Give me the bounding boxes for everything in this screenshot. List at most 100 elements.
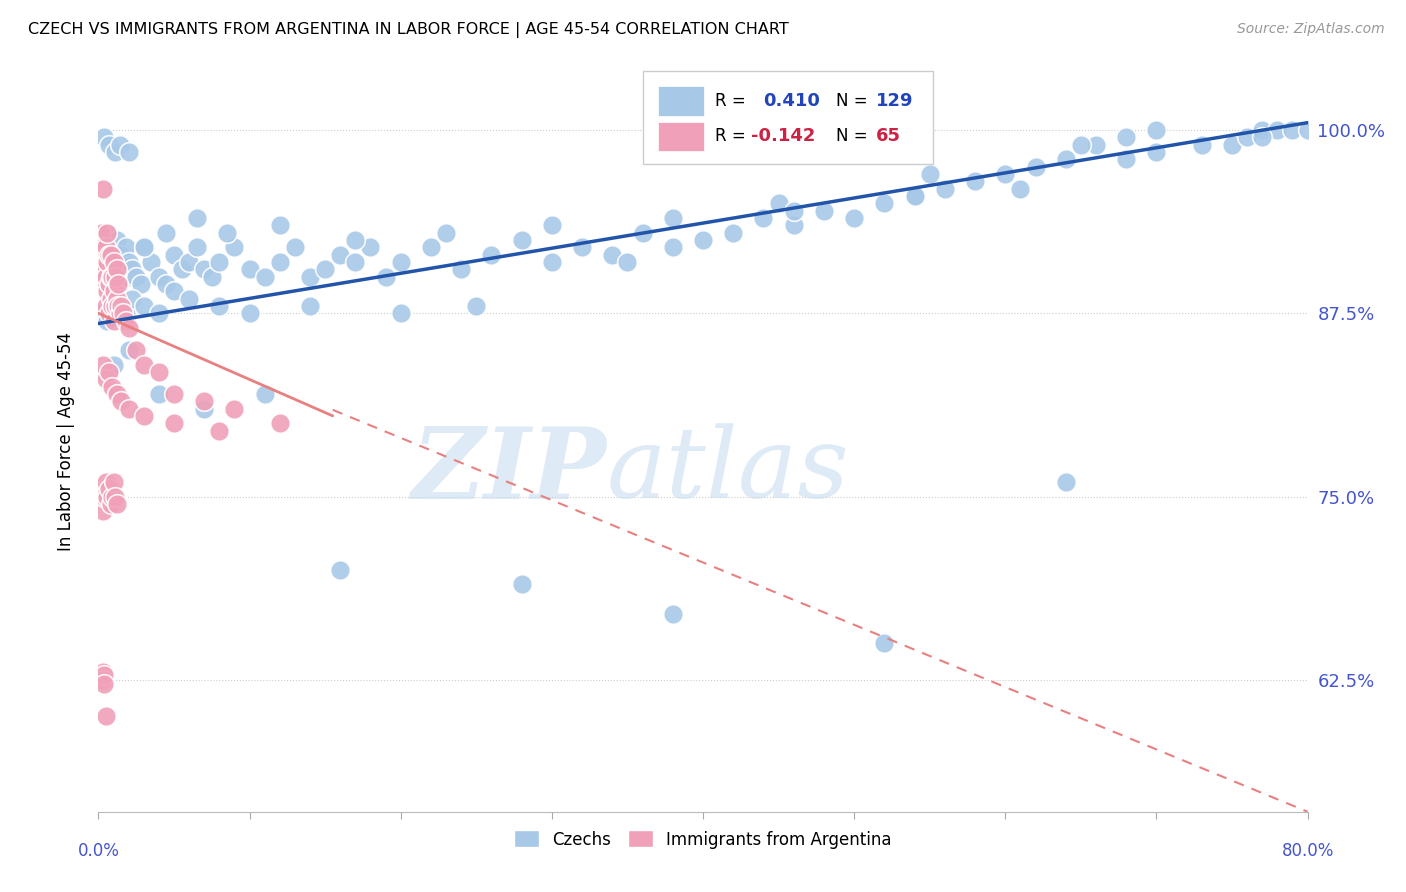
Point bbox=[813, 203, 835, 218]
Point bbox=[91, 240, 114, 254]
Point bbox=[284, 240, 307, 254]
Bar bbox=[658, 87, 704, 116]
Point bbox=[1191, 137, 1213, 152]
Point bbox=[163, 285, 186, 299]
Point bbox=[105, 292, 128, 306]
Point bbox=[844, 211, 866, 225]
Point bbox=[98, 306, 121, 320]
Point bbox=[904, 189, 927, 203]
Point bbox=[93, 668, 115, 682]
Text: N =: N = bbox=[837, 127, 868, 145]
Point bbox=[186, 240, 208, 254]
Point bbox=[114, 313, 136, 327]
Point bbox=[141, 255, 163, 269]
Point bbox=[1220, 137, 1243, 152]
Point bbox=[103, 285, 125, 299]
Point bbox=[163, 387, 186, 401]
Point bbox=[239, 306, 262, 320]
Point bbox=[98, 137, 121, 152]
Point bbox=[103, 306, 125, 320]
Point bbox=[121, 292, 143, 306]
Point bbox=[420, 240, 443, 254]
Point bbox=[93, 490, 115, 504]
Point bbox=[91, 306, 114, 320]
Point bbox=[101, 379, 124, 393]
Point bbox=[103, 313, 125, 327]
Point bbox=[104, 269, 127, 284]
Point bbox=[96, 255, 118, 269]
Point bbox=[155, 226, 177, 240]
Point bbox=[510, 233, 533, 247]
Point bbox=[107, 255, 129, 269]
Point bbox=[148, 365, 170, 379]
Point bbox=[105, 497, 128, 511]
Point bbox=[111, 262, 134, 277]
Text: 0.0%: 0.0% bbox=[77, 842, 120, 860]
Point bbox=[571, 240, 593, 254]
Point bbox=[94, 240, 117, 254]
Point bbox=[101, 269, 124, 284]
Point bbox=[104, 490, 127, 504]
Point bbox=[110, 394, 132, 409]
Point bbox=[540, 255, 562, 269]
Point bbox=[132, 358, 155, 372]
Point bbox=[329, 247, 352, 261]
Point bbox=[450, 262, 472, 277]
Point bbox=[148, 269, 170, 284]
Point bbox=[661, 607, 683, 621]
Point bbox=[1115, 153, 1137, 167]
Point bbox=[91, 255, 114, 269]
Point bbox=[101, 269, 124, 284]
Point bbox=[94, 269, 117, 284]
Point bbox=[96, 255, 118, 269]
Point bbox=[94, 226, 117, 240]
Point bbox=[100, 247, 122, 261]
Point bbox=[170, 262, 193, 277]
Point bbox=[434, 226, 457, 240]
Point bbox=[94, 709, 117, 723]
Point bbox=[1251, 123, 1274, 137]
Point bbox=[118, 401, 141, 416]
Point bbox=[389, 306, 412, 320]
Legend: Czechs, Immigrants from Argentina: Czechs, Immigrants from Argentina bbox=[508, 823, 898, 855]
Point bbox=[631, 226, 654, 240]
Point bbox=[110, 299, 132, 313]
Point bbox=[110, 247, 132, 261]
Point bbox=[100, 292, 122, 306]
Point bbox=[104, 240, 127, 254]
Point bbox=[1296, 123, 1319, 137]
Point bbox=[873, 196, 896, 211]
Text: N =: N = bbox=[837, 92, 868, 110]
Point bbox=[98, 240, 121, 254]
Point bbox=[360, 240, 382, 254]
Point bbox=[125, 343, 148, 357]
Point bbox=[661, 240, 683, 254]
Point bbox=[934, 181, 956, 195]
Point bbox=[602, 247, 624, 261]
Point bbox=[1054, 475, 1077, 489]
Point bbox=[540, 219, 562, 233]
Point bbox=[179, 292, 201, 306]
Point bbox=[179, 255, 201, 269]
Point bbox=[114, 240, 136, 254]
Point bbox=[98, 269, 121, 284]
Text: 129: 129 bbox=[876, 92, 914, 110]
Point bbox=[90, 262, 112, 277]
Point bbox=[103, 285, 125, 299]
Point bbox=[389, 255, 412, 269]
Point bbox=[103, 247, 125, 261]
Point bbox=[616, 255, 638, 269]
Point bbox=[208, 255, 231, 269]
Point bbox=[94, 299, 117, 313]
Point bbox=[224, 240, 246, 254]
Bar bbox=[658, 121, 704, 152]
Point bbox=[108, 137, 131, 152]
Point bbox=[105, 233, 128, 247]
Point bbox=[1024, 160, 1046, 174]
Point bbox=[104, 269, 127, 284]
Point bbox=[105, 292, 128, 306]
Point bbox=[100, 497, 122, 511]
Point bbox=[208, 424, 231, 438]
Point bbox=[269, 416, 291, 430]
Point bbox=[103, 255, 125, 269]
